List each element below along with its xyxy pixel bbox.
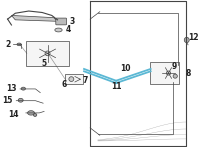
FancyBboxPatch shape: [26, 41, 69, 66]
Text: 4: 4: [65, 25, 70, 35]
Text: 3: 3: [69, 16, 74, 26]
Ellipse shape: [33, 113, 37, 116]
Text: 5: 5: [42, 59, 47, 69]
Text: 2: 2: [5, 40, 10, 49]
Ellipse shape: [55, 28, 62, 32]
Text: 7: 7: [82, 76, 87, 85]
Ellipse shape: [69, 77, 74, 81]
Polygon shape: [11, 15, 58, 21]
Ellipse shape: [173, 74, 177, 78]
Ellipse shape: [17, 43, 21, 46]
Ellipse shape: [184, 37, 189, 43]
Text: 9: 9: [172, 62, 177, 71]
FancyBboxPatch shape: [150, 62, 179, 84]
Text: 11: 11: [111, 82, 121, 91]
Ellipse shape: [45, 51, 50, 56]
Text: 13: 13: [6, 84, 17, 93]
Text: 10: 10: [120, 64, 131, 73]
Text: 15: 15: [2, 96, 12, 105]
Text: 12: 12: [188, 33, 199, 42]
Ellipse shape: [166, 71, 171, 75]
Ellipse shape: [28, 111, 34, 115]
Ellipse shape: [21, 87, 25, 90]
Text: 14: 14: [8, 110, 19, 119]
FancyBboxPatch shape: [65, 74, 83, 84]
Ellipse shape: [18, 98, 23, 102]
Text: 8: 8: [185, 69, 190, 78]
Text: 6: 6: [62, 80, 67, 89]
FancyBboxPatch shape: [56, 18, 67, 25]
